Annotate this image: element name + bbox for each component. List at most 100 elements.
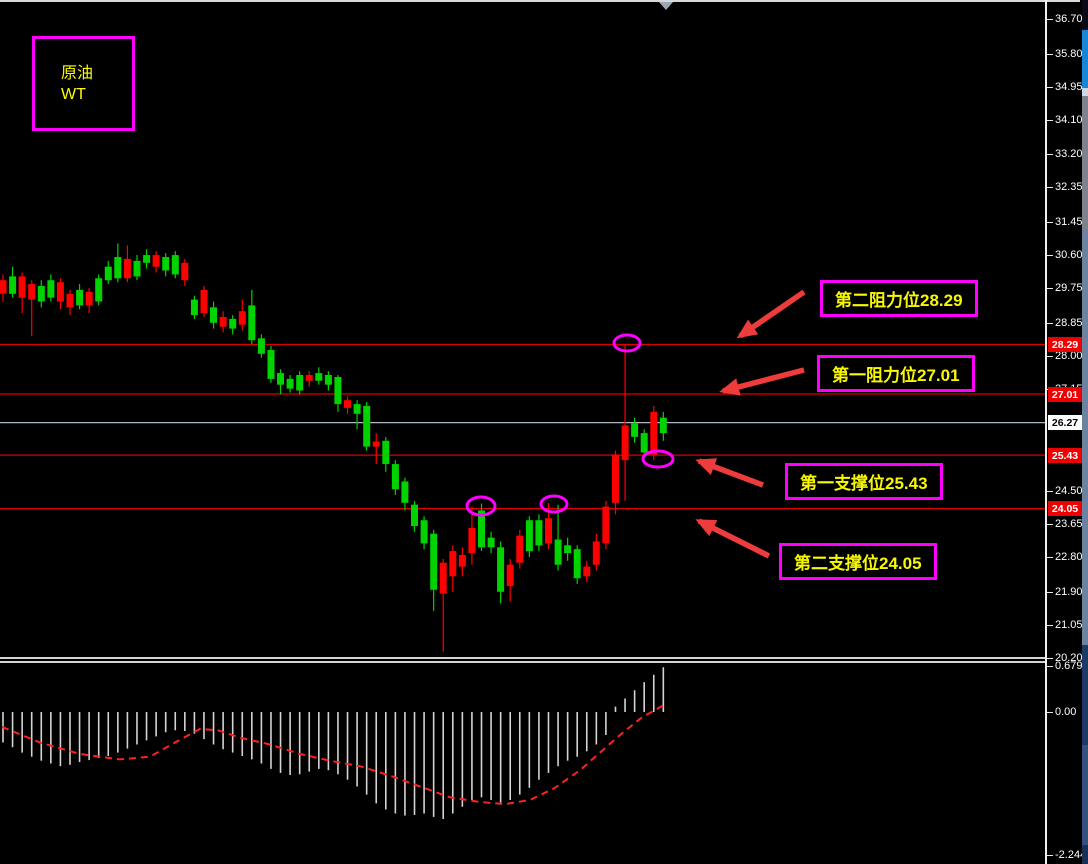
candle-body (210, 307, 217, 323)
indicator-tick-mark (1047, 855, 1053, 856)
symbol-name: 原油 (61, 65, 94, 82)
arrow-to-support1[interactable] (695, 458, 764, 488)
candle-body (650, 411, 658, 455)
background-window-band (1082, 230, 1088, 645)
circle-touch-support1[interactable] (641, 449, 675, 469)
candle-body (382, 440, 390, 464)
level-lines[interactable] (0, 343, 1047, 510)
candle-body (104, 266, 112, 281)
indicator-tick-label: -2.244 (1055, 849, 1087, 861)
level-price-badge-resistance-2: 28.29 (1048, 337, 1082, 352)
indicator-tick-mark (1047, 712, 1053, 713)
arrow-to-resistance2[interactable] (736, 289, 806, 339)
price-tick-label: 31.45 (1055, 216, 1083, 228)
annotation-label-resistance2[interactable]: 第二阻力位28.29 (820, 280, 978, 317)
candle-body (257, 338, 265, 354)
candle-body (324, 375, 332, 385)
background-window-band (1082, 30, 1088, 88)
candle-body (0, 280, 7, 294)
candle-body (267, 349, 275, 379)
circle-touch-support2-second[interactable] (539, 494, 569, 514)
candle-body (525, 520, 533, 552)
candle-body (564, 545, 572, 553)
candle-body (468, 527, 476, 554)
arrow-annotations[interactable] (695, 289, 806, 559)
candle-body (56, 282, 64, 302)
candle-body (229, 318, 237, 329)
candle-body (248, 305, 256, 341)
candle-body (458, 555, 466, 567)
candle-body (123, 258, 131, 279)
price-tick-label: 30.60 (1055, 249, 1083, 261)
current-price-badge: 26.27 (1048, 415, 1082, 430)
price-tick-mark (1047, 625, 1053, 626)
candle-body (47, 280, 55, 298)
price-tick-mark (1047, 323, 1053, 324)
price-tick-label: 21.90 (1055, 586, 1083, 598)
annotation-label-support1[interactable]: 第一支撑位25.43 (785, 463, 943, 500)
candlestick-series (0, 243, 667, 652)
candle-body (640, 433, 648, 453)
price-tick-mark (1047, 356, 1053, 357)
candle-body (219, 317, 227, 327)
panel-separator-line-1[interactable] (0, 657, 1047, 659)
price-tick-label: 36.70 (1055, 13, 1083, 25)
background-window-band (1082, 745, 1088, 845)
candle-body (66, 293, 74, 308)
candle-body (516, 535, 524, 563)
candle-body (9, 276, 17, 294)
circle-spike-resistance2[interactable] (612, 333, 642, 353)
ellipse-annotations[interactable] (465, 333, 675, 517)
candle-body (401, 481, 409, 503)
annotation-label-support2[interactable]: 第二支撑位24.05 (779, 543, 937, 580)
price-tick-label: 34.95 (1055, 81, 1083, 93)
price-tick-mark (1047, 557, 1053, 558)
background-window-band (1082, 96, 1088, 230)
candle-body (573, 549, 581, 579)
candle-body (76, 289, 84, 306)
circle-touch-support2-first[interactable] (465, 495, 497, 517)
candle-body (612, 454, 619, 503)
candle-body (28, 284, 36, 300)
price-tick-label: 23.65 (1055, 518, 1083, 530)
candle-body (439, 562, 447, 594)
annotation-label-resistance1[interactable]: 第一阻力位27.01 (817, 355, 975, 392)
candle-body (344, 400, 351, 408)
background-window-edge (1082, 0, 1088, 864)
price-tick-mark (1047, 54, 1053, 55)
price-tick-mark (1047, 120, 1053, 121)
window-top-border (0, 0, 1080, 2)
price-tick-label: 28.85 (1055, 317, 1083, 329)
candle-body (554, 539, 562, 565)
arrow-to-support2[interactable] (695, 518, 771, 559)
level-price-badge-support-2: 24.05 (1048, 501, 1082, 516)
price-tick-mark (1047, 154, 1053, 155)
candle-body (487, 537, 495, 548)
macd-signal-path (1, 703, 667, 806)
candle-body (411, 504, 418, 526)
price-tick-label: 29.75 (1055, 282, 1083, 294)
symbol-title-box[interactable]: 原油 WT (32, 36, 135, 131)
arrow-to-resistance1[interactable] (719, 367, 805, 396)
candle-body (583, 566, 591, 577)
price-tick-label: 22.80 (1055, 551, 1083, 563)
candle-body (506, 564, 514, 586)
price-tick-label: 21.05 (1055, 619, 1083, 631)
price-tick-label: 24.50 (1055, 485, 1083, 497)
price-tick-mark (1047, 592, 1053, 593)
candle-body (143, 255, 151, 263)
candle-body (200, 289, 208, 314)
candle-body (545, 518, 552, 544)
candle-body (305, 375, 313, 381)
candle-body (621, 425, 629, 461)
price-tick-label: 35.80 (1055, 48, 1083, 60)
candle-body (497, 547, 505, 592)
candle-body (430, 533, 438, 590)
price-tick-mark (1047, 19, 1053, 20)
candle-body (631, 423, 639, 437)
price-tick-mark (1047, 87, 1053, 88)
candle-body (114, 257, 122, 279)
candle-body (602, 506, 610, 544)
panel-separator-line-2[interactable] (0, 661, 1047, 663)
